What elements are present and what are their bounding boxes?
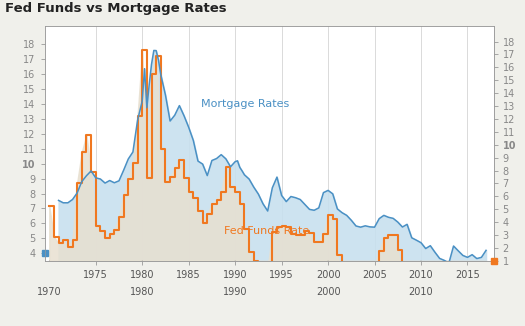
Text: 1990: 1990: [223, 287, 247, 297]
Text: Mortgage Rates: Mortgage Rates: [201, 99, 289, 109]
Text: 1970: 1970: [37, 287, 61, 297]
Text: Fed Funds Rate: Fed Funds Rate: [224, 226, 309, 236]
Text: 2010: 2010: [408, 287, 433, 297]
Text: 2000: 2000: [316, 287, 340, 297]
Text: Fed Funds vs Mortgage Rates: Fed Funds vs Mortgage Rates: [5, 2, 227, 15]
Text: 1980: 1980: [130, 287, 154, 297]
